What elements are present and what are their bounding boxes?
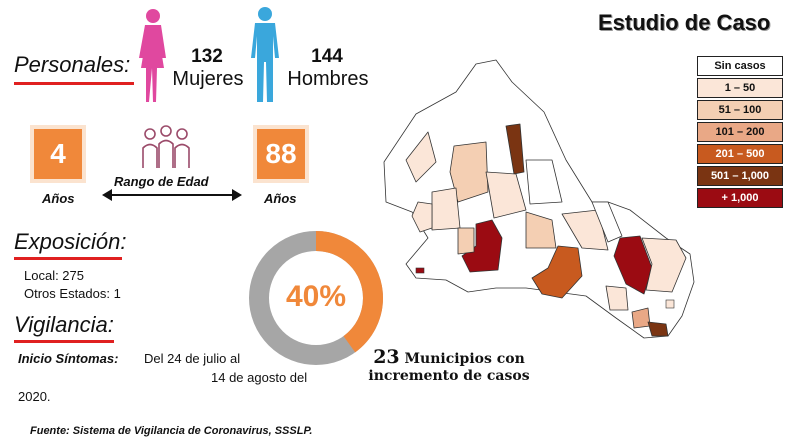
legend-item: 101 – 200	[697, 122, 783, 142]
personales-underline	[14, 82, 134, 85]
men-label: Hombres	[287, 68, 369, 90]
mun-p	[411, 201, 433, 233]
municipios-count: 23	[373, 346, 400, 368]
page-title: Estudio de Caso	[598, 10, 771, 35]
legend-item: 1 – 50	[697, 78, 783, 98]
women-label: Mujeres	[172, 68, 244, 90]
women-count: 132	[191, 46, 223, 67]
mun-h	[525, 211, 557, 249]
mun-k	[613, 235, 653, 295]
state-map	[383, 59, 695, 339]
mun-q	[591, 201, 623, 243]
mun-t	[665, 299, 675, 309]
inicio-line3: 2020.	[18, 389, 51, 404]
mun-m	[631, 307, 651, 329]
double-arrow-icon	[102, 189, 242, 201]
donut-fill	[249, 231, 383, 365]
mun-o	[605, 285, 629, 311]
exposicion-underline	[14, 257, 122, 260]
municipios-line1: 23 Municipios con	[364, 346, 534, 368]
legend-item: 501 – 1,000	[697, 166, 783, 186]
mun-n	[647, 321, 669, 337]
age-max-unit: Años	[264, 191, 297, 206]
age-range-label: Rango de Edad	[114, 174, 209, 189]
municipios-text1: Municipios con	[404, 351, 525, 367]
source-note: Fuente: Sistema de Vigilancia de Coronav…	[30, 425, 313, 437]
people-group-icon	[142, 125, 190, 168]
inicio-sintomas-label: Inicio Síntomas:	[18, 351, 119, 366]
man-figure-icon	[251, 7, 279, 102]
mun-i	[531, 245, 583, 299]
inicio-line2: 14 de agosto del	[211, 370, 308, 385]
exposicion-otros: Otros Estados: 1	[24, 286, 121, 301]
percent-donut	[249, 231, 383, 365]
legend-item: 51 – 100	[697, 100, 783, 120]
exposicion-local: Local: 275	[24, 268, 84, 283]
mun-j	[561, 209, 609, 251]
age-max-box: 88	[253, 125, 309, 183]
municipios-line2: incremento de casos	[368, 368, 530, 384]
mun-a	[405, 131, 437, 183]
mun-l	[641, 237, 687, 293]
legend-item: Sin casos	[697, 56, 783, 76]
mun-c	[505, 123, 525, 175]
vigilancia-underline	[14, 340, 114, 343]
mun-d	[431, 187, 461, 231]
personales-heading: Personales:	[14, 52, 131, 77]
mun-f	[457, 227, 475, 255]
mun-g	[485, 171, 527, 219]
men-count: 144	[311, 46, 343, 67]
age-min-unit: Años	[42, 191, 75, 206]
mun-s	[415, 267, 425, 274]
mun-r	[525, 159, 563, 205]
exposicion-heading: Exposición:	[14, 229, 127, 254]
age-min-box: 4	[30, 125, 86, 183]
mun-b	[449, 141, 489, 203]
donut-percent: 40%	[285, 280, 347, 313]
legend-item: 201 – 500	[697, 144, 783, 164]
vigilancia-heading: Vigilancia:	[14, 312, 114, 337]
legend-item: + 1,000	[697, 188, 783, 208]
inicio-line1: Del 24 de julio al	[144, 351, 241, 366]
woman-figure-icon	[139, 9, 166, 102]
